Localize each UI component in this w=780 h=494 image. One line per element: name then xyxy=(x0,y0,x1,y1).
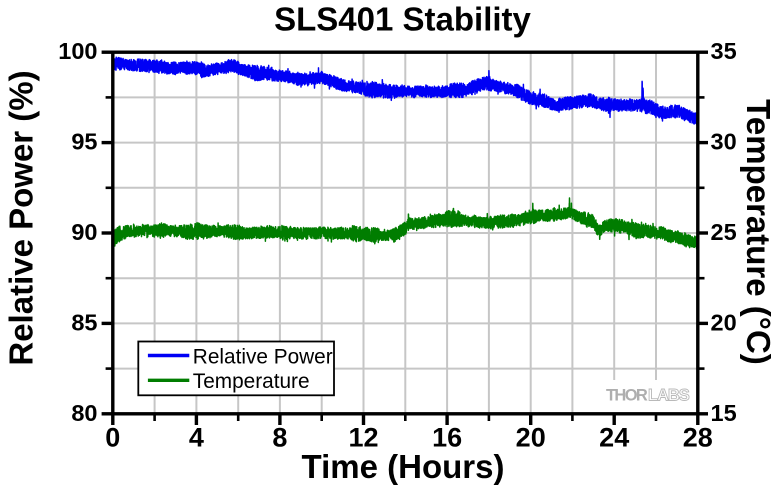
svg-text:28: 28 xyxy=(683,423,713,453)
svg-text:8: 8 xyxy=(272,423,287,453)
svg-text:30: 30 xyxy=(711,129,737,155)
svg-text:35: 35 xyxy=(711,38,737,64)
svg-text:16: 16 xyxy=(432,423,462,453)
svg-text:15: 15 xyxy=(711,400,737,426)
svg-text:100: 100 xyxy=(58,38,97,64)
svg-text:LABS: LABS xyxy=(648,387,690,405)
svg-text:80: 80 xyxy=(71,400,97,426)
svg-text:SLS401 Stability: SLS401 Stability xyxy=(274,0,531,37)
svg-text:90: 90 xyxy=(71,219,97,245)
svg-text:20: 20 xyxy=(711,309,737,335)
svg-text:Relative Power: Relative Power xyxy=(193,345,333,368)
svg-text:20: 20 xyxy=(516,423,546,453)
svg-text:85: 85 xyxy=(71,309,97,335)
svg-text:4: 4 xyxy=(189,423,204,453)
svg-text:12: 12 xyxy=(348,423,378,453)
svg-text:25: 25 xyxy=(711,219,737,245)
svg-text:0: 0 xyxy=(105,423,120,453)
svg-text:24: 24 xyxy=(599,423,629,453)
svg-text:Temperature (°C): Temperature (°C) xyxy=(740,99,777,365)
svg-text:Relative Power (%): Relative Power (%) xyxy=(3,70,40,365)
svg-text:Temperature: Temperature xyxy=(193,370,310,393)
svg-text:95: 95 xyxy=(71,129,97,155)
svg-text:THOR: THOR xyxy=(606,387,648,405)
svg-text:Time (Hours): Time (Hours) xyxy=(302,448,505,485)
